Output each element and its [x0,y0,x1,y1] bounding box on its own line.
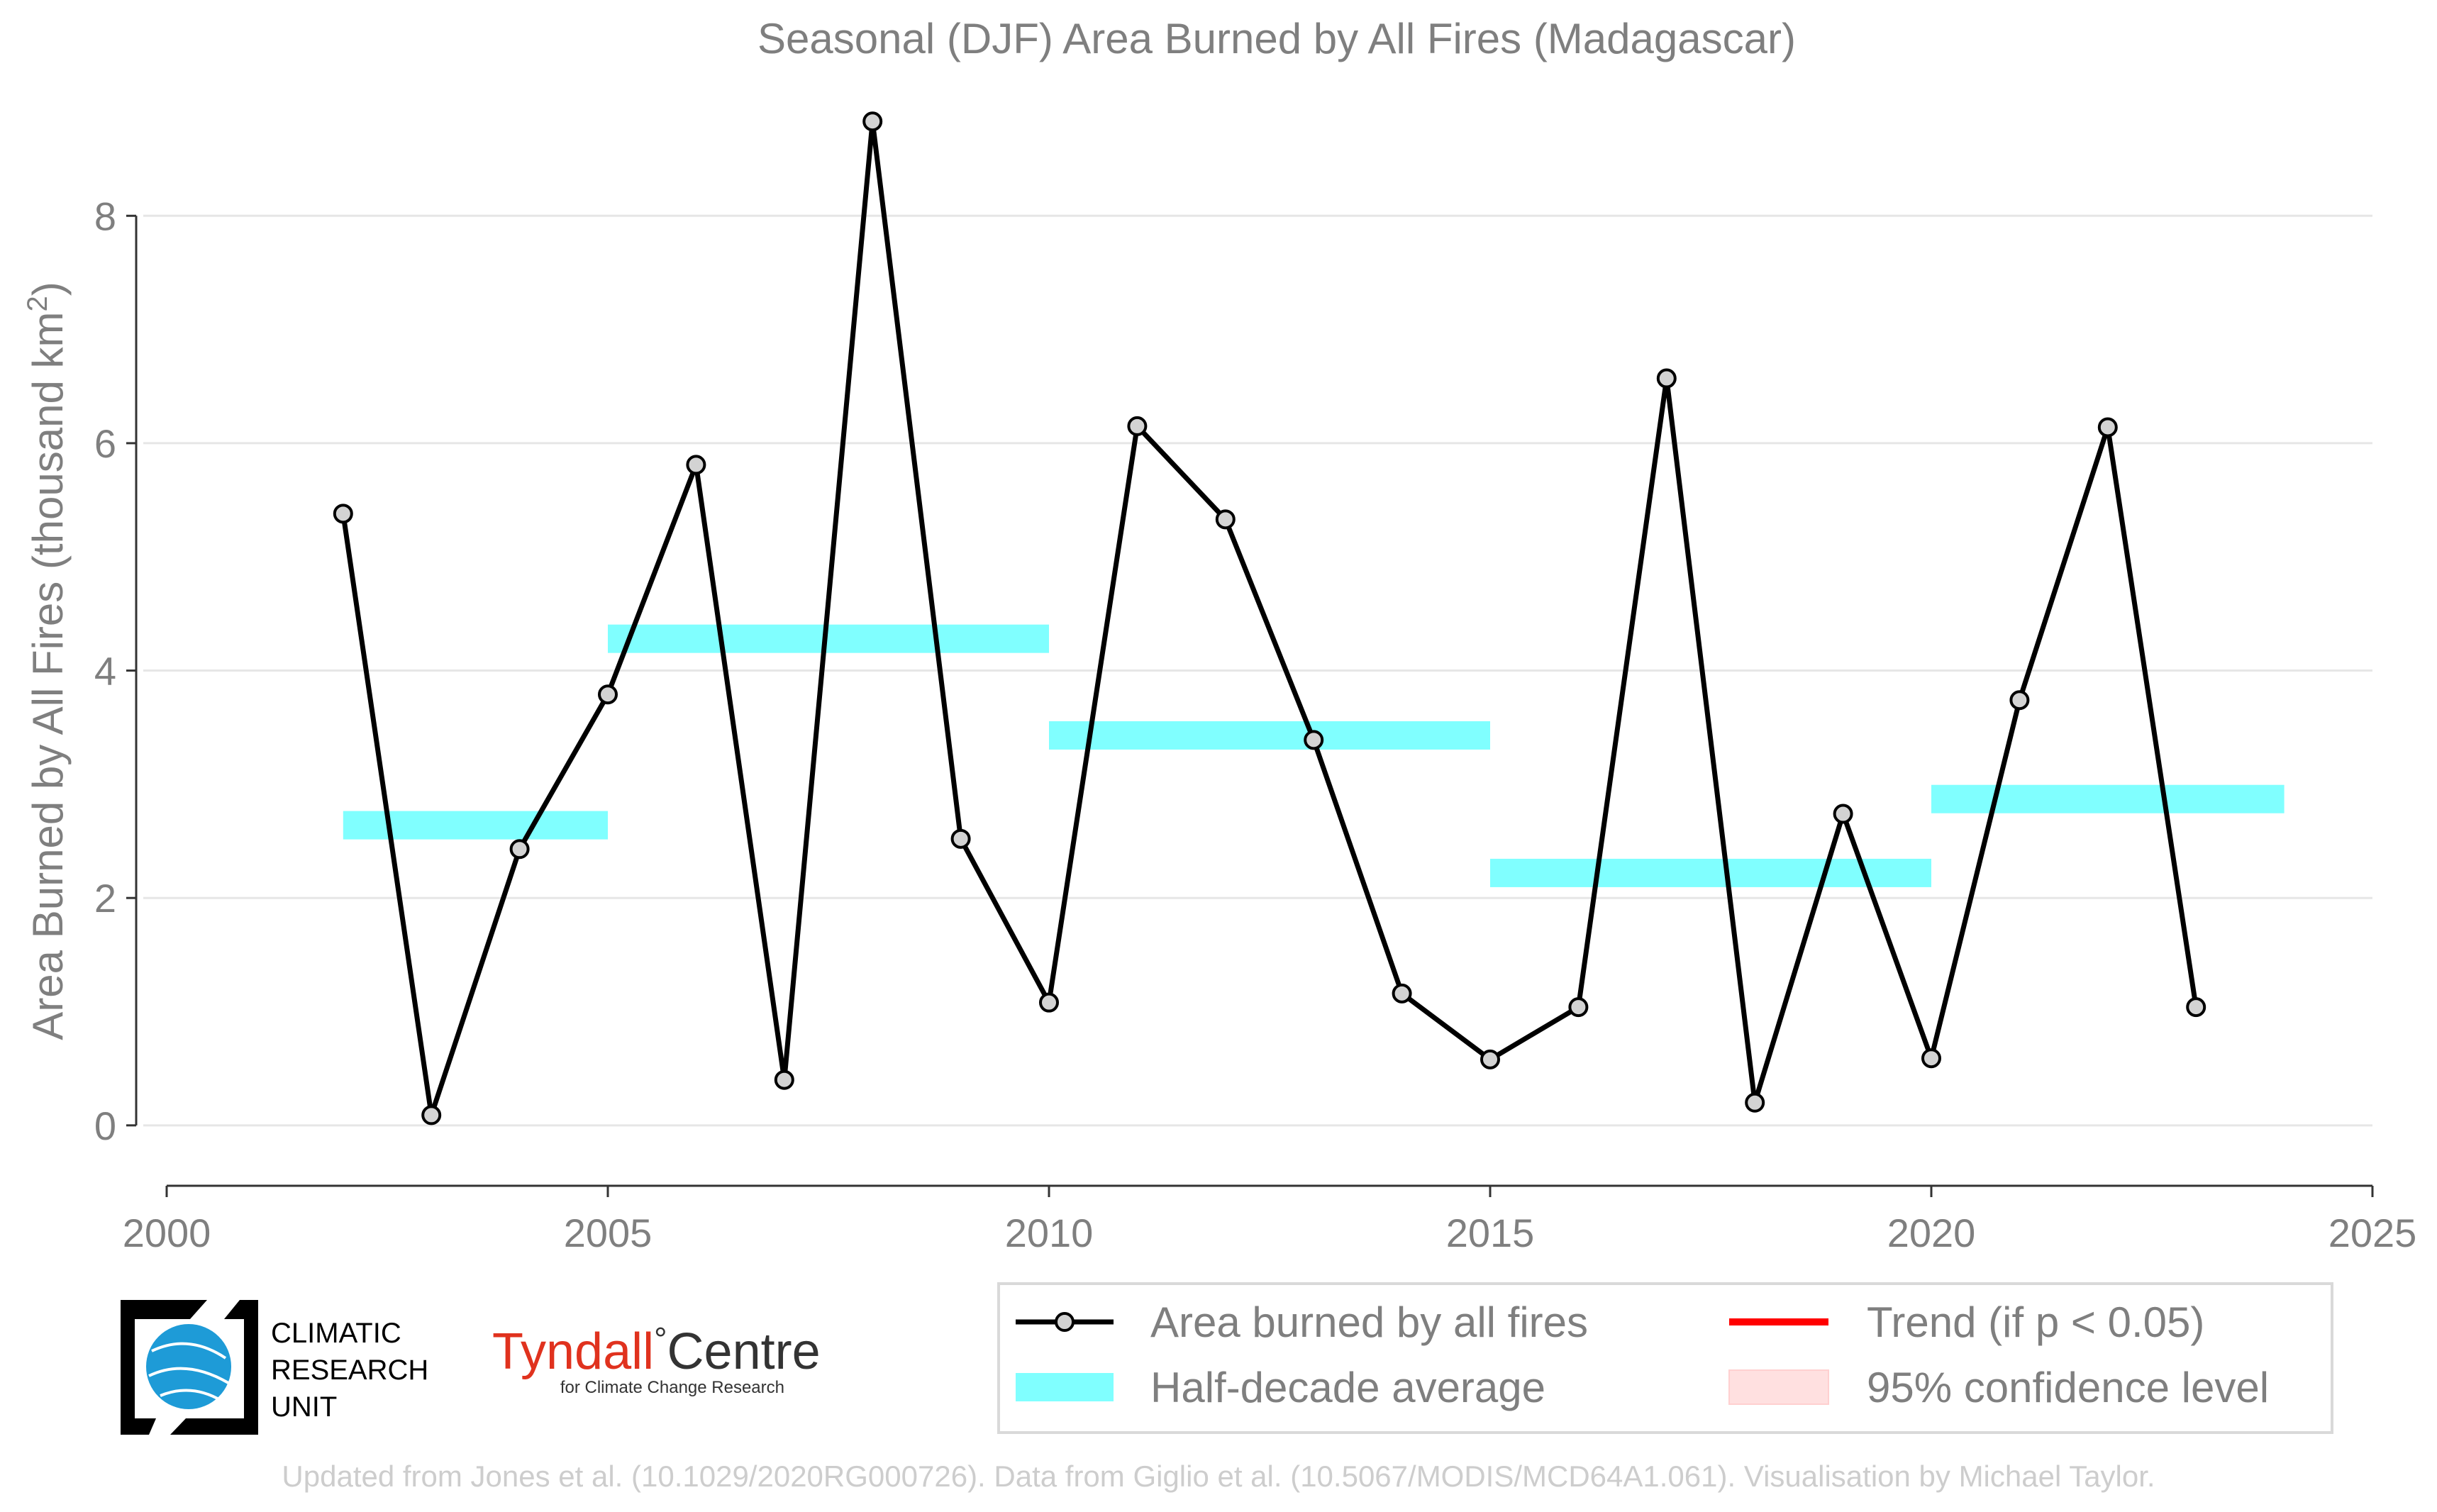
data-point [1745,1092,1765,1113]
cru-line-2: RESEARCH [271,1355,428,1386]
legend-label-trend: Trend (if p < 0.05) [1867,1299,2204,1346]
x-tick-label: 2005 [564,1211,653,1255]
tyndall-main: Tyndall [492,1323,654,1380]
cru-logo-frame [121,1300,207,1435]
legend-marker-swatch [1055,1312,1075,1332]
x-tick-label: 2020 [1887,1211,1976,1255]
legend: Area burned by all fires Half-decade ave… [997,1282,2333,1434]
tyndall-wordmark: Tyndall°Centre [492,1321,821,1380]
data-point [1215,509,1236,530]
data-point [1921,1048,1941,1069]
data-point [862,111,883,132]
data-point [686,455,706,475]
data-point [1127,416,1148,436]
data-point [598,684,618,705]
half-decade-band [1490,858,1931,887]
x-tick-label: 2010 [1005,1211,1094,1255]
data-point [1656,368,1677,389]
cru-line-1: CLIMATIC [271,1318,401,1349]
cru-logo: CLIMATIC RESEARCH UNIT [121,1300,428,1435]
y-axis: 0 2 4 6 8 [94,194,138,1148]
data-point [1833,804,1853,824]
cru-globe-icon [146,1324,231,1409]
y-tick-label: 8 [94,194,116,238]
tyndall-centre: Centre [667,1323,821,1380]
legend-label-ci: 95% confidence level [1867,1364,2269,1411]
cru-line-3: UNIT [271,1391,337,1423]
half-decade-bands [343,624,2285,887]
half-decade-band [608,624,1049,653]
y-tick-label: 0 [94,1104,116,1148]
y-tick-label: 2 [94,876,116,921]
data-point [421,1105,442,1125]
data-point [1392,983,1412,1004]
series-line [340,118,2199,1118]
half-decade-band [343,811,608,840]
tyndall-logo: Tyndall°Centre for Climate Change Resear… [492,1321,821,1397]
series-area-burned [333,111,2206,1125]
tyndall-sub: for Climate Change Research [560,1378,784,1397]
data-point [774,1069,794,1090]
data-point [509,839,530,860]
chart-title: Seasonal (DJF) Area Burned by All Fires … [757,15,1796,62]
y-tick-label: 4 [94,649,116,694]
y-axis-label-superscript: 2 [22,296,53,311]
data-point [2097,417,2118,438]
x-tick-label: 2015 [1446,1211,1535,1255]
tyndall-degree: ° [654,1321,667,1357]
x-tick-label: 2000 [123,1211,211,1255]
grid [143,214,2372,1127]
legend-band-swatch [1016,1373,1114,1401]
half-decade-band [1931,784,2285,813]
data-point [2009,690,2030,711]
cru-logo-frame-right [170,1300,258,1435]
data-point [1304,730,1324,750]
data-point [950,828,971,849]
data-point [1039,992,1059,1013]
legend-label-band: Half-decade average [1150,1364,1545,1411]
legend-ci-swatch [1728,1369,1829,1405]
x-tick-label: 2025 [2328,1211,2417,1255]
data-point [1568,997,1589,1018]
y-axis-label-close: ) [24,282,72,296]
data-point [333,504,353,524]
y-tick-label: 6 [94,421,116,466]
legend-box [997,1282,2333,1434]
footer-credits: Updated from Jones et al. (10.1029/2020R… [282,1460,2155,1493]
data-point [2186,997,2206,1018]
legend-label-line: Area burned by all fires [1150,1299,1588,1346]
half-decade-band [1049,721,1490,750]
y-axis-label: Area Burned by All Fires (thousand km2) [22,282,72,1040]
cru-globe-lines [148,1342,230,1402]
x-axis: 2000 2005 2010 2015 2020 2025 [123,1184,2417,1255]
data-point [1480,1049,1500,1069]
